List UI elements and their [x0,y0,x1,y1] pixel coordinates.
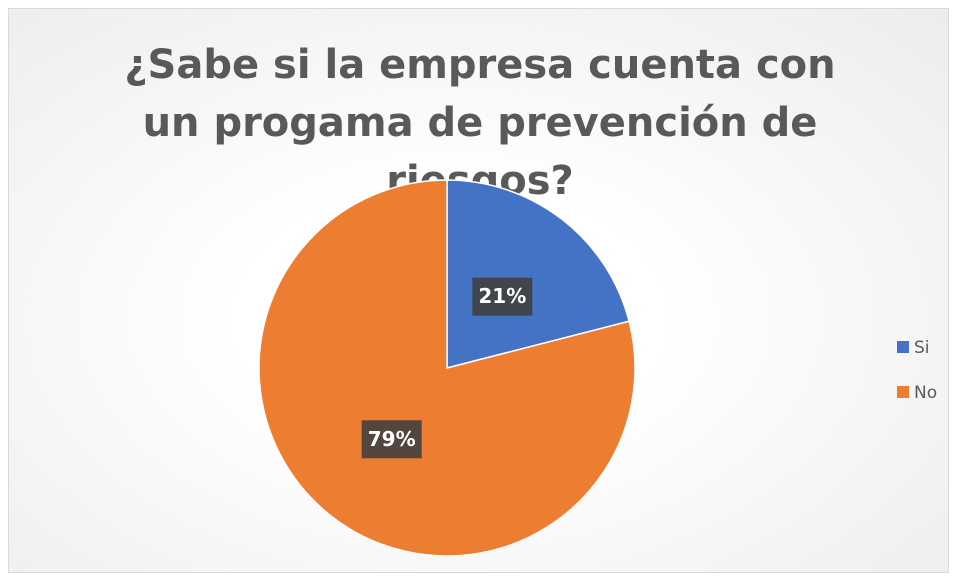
data-label: 79% [368,427,416,451]
pie-slice [258,179,636,557]
pie-slice [446,179,631,369]
data-label-box [361,420,422,459]
legend-label: Si [914,338,930,358]
legend-swatch [897,386,909,398]
legend-label: No [914,383,937,403]
data-label: 21% [478,284,526,308]
legend-swatch [897,341,909,353]
data-label-box [472,277,533,316]
